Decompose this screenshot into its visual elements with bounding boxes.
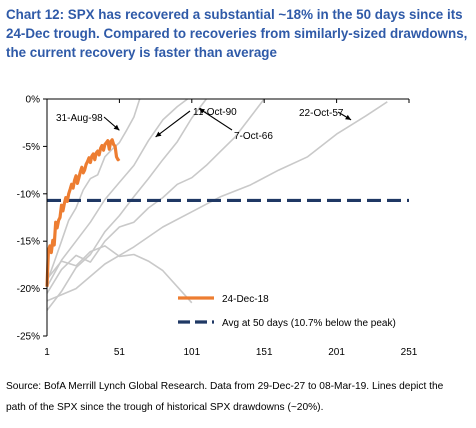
chart-title-line-3: the current recovery is faster than aver… — [6, 45, 277, 60]
legend-label-average: Avg at 50 days (10.7% below the peak) — [222, 318, 396, 329]
y-tick-label: -10% — [17, 189, 40, 200]
annotation-arrow-4 — [337, 111, 352, 121]
legend-label-current: 24-Dec-18 — [222, 294, 269, 305]
historical-path-5 — [46, 98, 207, 311]
historical-path-2 — [46, 98, 188, 288]
chart-title: Chart 12: SPX has recovered a substantia… — [6, 5, 470, 62]
chart-title-line-1: Chart 12: SPX has recovered a substantia… — [6, 7, 463, 22]
y-tick-label: -20% — [17, 284, 40, 295]
y-tick-label: -25% — [17, 332, 40, 343]
source-note: Source: BofA Merrill Lynch Global Resear… — [6, 376, 472, 418]
x-tick-label: 201 — [328, 347, 345, 358]
axes: 0%-5%-10%-15%-20%-25%1 51 101 151 201 251 — [17, 95, 418, 359]
y-tick-label: -5% — [22, 142, 40, 153]
source-line-1: Source: BofA Merrill Lynch Global Resear… — [6, 381, 444, 392]
x-tick-label: 251 — [401, 347, 418, 358]
x-tick-label: 101 — [183, 347, 200, 358]
current-recovery-line — [45, 138, 121, 287]
annotation-arrow-2 — [155, 110, 191, 138]
historical-path-6 — [46, 245, 193, 304]
x-tick-label: 151 — [256, 347, 273, 358]
legend: 24-Dec-18 Avg at 50 days (10.7% below th… — [178, 294, 396, 329]
annotation-label-4: 22-Oct-57 — [299, 108, 344, 119]
historical-path-4 — [46, 101, 388, 302]
y-tick-label: -15% — [17, 237, 40, 248]
annotation-label-2: 11-Oct-90 — [193, 107, 237, 118]
historical-path-1 — [46, 98, 141, 283]
annotation-label-1: 31-Aug-98 — [56, 113, 103, 124]
annotation-arrow-3 — [198, 108, 233, 131]
recovery-chart: 0%-5%-10%-15%-20%-25%1 51 101 151 201 251 31-… — [17, 95, 418, 359]
annotation-label-3: 7-Oct-66 — [234, 131, 273, 142]
annotation-arrow-1 — [103, 116, 120, 131]
y-tick-label: 0% — [26, 95, 41, 106]
x-tick-label: 51 — [114, 347, 126, 358]
annotations: 31-Aug-98 11-Oct-90 7-Oct-66 22-Oct-57 — [56, 107, 352, 142]
historical-paths — [46, 98, 388, 311]
source-line-2: path of the SPX since the trough of hist… — [6, 402, 324, 413]
chart-title-line-2: 24-Dec trough. Compared to recoveries fr… — [6, 26, 468, 41]
x-tick-label: 1 — [44, 347, 50, 358]
